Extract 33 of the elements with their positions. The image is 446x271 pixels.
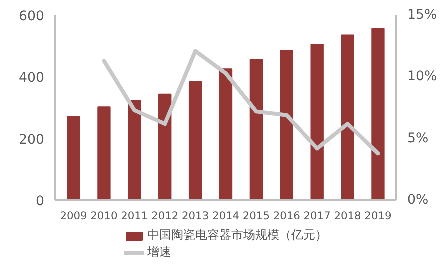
x-tick-label: 2019 <box>364 210 392 222</box>
x-tick-label: 2016 <box>273 210 301 222</box>
bar <box>250 59 264 200</box>
x-tick-label: 2015 <box>242 210 270 222</box>
x-tick-label: 2012 <box>152 210 179 222</box>
x-tick-label: 2010 <box>90 210 118 222</box>
x-tick-label: 2013 <box>182 210 210 222</box>
bar <box>219 68 233 200</box>
y2-tick-label: 5% <box>408 131 429 146</box>
y-tick-label: 400 <box>19 71 45 86</box>
y2-tick-label: 10% <box>408 70 438 85</box>
x-tick-label: 2014 <box>212 210 240 222</box>
bar <box>310 44 324 200</box>
x-tick-label: 2018 <box>334 210 362 222</box>
x-tick-label: 2009 <box>60 210 88 222</box>
bar <box>67 116 80 200</box>
line-series <box>102 49 380 156</box>
bar <box>98 106 111 200</box>
bar <box>341 34 354 200</box>
x-tick-label: 2017 <box>304 210 331 222</box>
bar <box>158 94 172 200</box>
y-tick-label: 600 <box>19 10 45 24</box>
bar <box>188 81 202 200</box>
y-tick-label: 200 <box>19 132 45 148</box>
y2-tick-label: 15% <box>408 8 438 23</box>
bar <box>280 50 294 200</box>
bar <box>128 100 142 200</box>
y2-tick-label: 0% <box>408 193 429 208</box>
bar <box>372 28 385 200</box>
x-tick-label: 2011 <box>121 210 148 222</box>
y-tick-label: 0 <box>36 194 45 210</box>
legend-label: 增速 <box>148 244 172 261</box>
legend-label: 中国陶瓷电容器市场规模（亿元） <box>148 227 328 244</box>
